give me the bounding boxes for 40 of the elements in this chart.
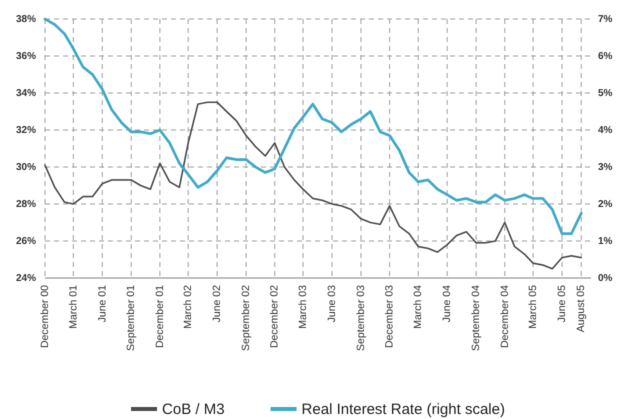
x-tick-label: December 02 [268,284,281,348]
y2-tick-label: 2% [598,198,613,210]
y2-tick-label: 4% [598,124,613,136]
x-tick-label: June 02 [211,284,224,322]
x-tick-label: December 00 [39,284,51,348]
x-tick-label: March 03 [297,284,310,329]
y2-tick-label: 7% [598,14,613,24]
y-tick-label: 24% [16,272,36,284]
line-series [44,18,583,235]
x-tick-label: December 04 [498,284,511,348]
y-tick-label: 30% [16,162,36,172]
y2-tick-label: 3% [598,162,613,172]
y2-tick-label: 0% [598,272,613,284]
x-tick-label: March 01 [67,284,80,329]
x-tick-label: March 02 [182,284,194,329]
y-tick-label: 36% [16,50,36,62]
x-tick-label: September 01 [125,284,138,351]
x-tick-label: June 05 [556,284,568,322]
y-tick-label: 34% [16,88,36,98]
x-tick-label: August 05 [575,284,588,332]
x-tick-label: December 03 [384,284,396,348]
y-tick-label: 32% [16,124,36,136]
y2-tick-label: 5% [598,88,613,98]
x-tick-label: September 04 [470,284,482,351]
x-tick-label: June 01 [96,284,108,322]
y-tick-label: 28% [16,198,36,210]
line-series [44,101,582,270]
x-tick-label: September 02 [240,284,252,351]
legend-label: Real Interest Rate (right scale) [302,400,505,418]
y2-tick-label: 1% [598,236,613,246]
x-tick-label: June 04 [441,284,454,322]
x-tick-label: December 01 [154,284,166,348]
y-tick-label: 38% [16,14,36,24]
x-tick-label: March 05 [527,284,540,329]
legend-label: CoB / M3 [162,400,225,418]
x-tick-label: June 03 [326,284,338,322]
x-tick-label: September 03 [354,284,367,351]
x-tick-label: March 04 [412,284,424,329]
y-tick-label: 26% [16,236,36,246]
y2-tick-label: 6% [598,50,613,62]
